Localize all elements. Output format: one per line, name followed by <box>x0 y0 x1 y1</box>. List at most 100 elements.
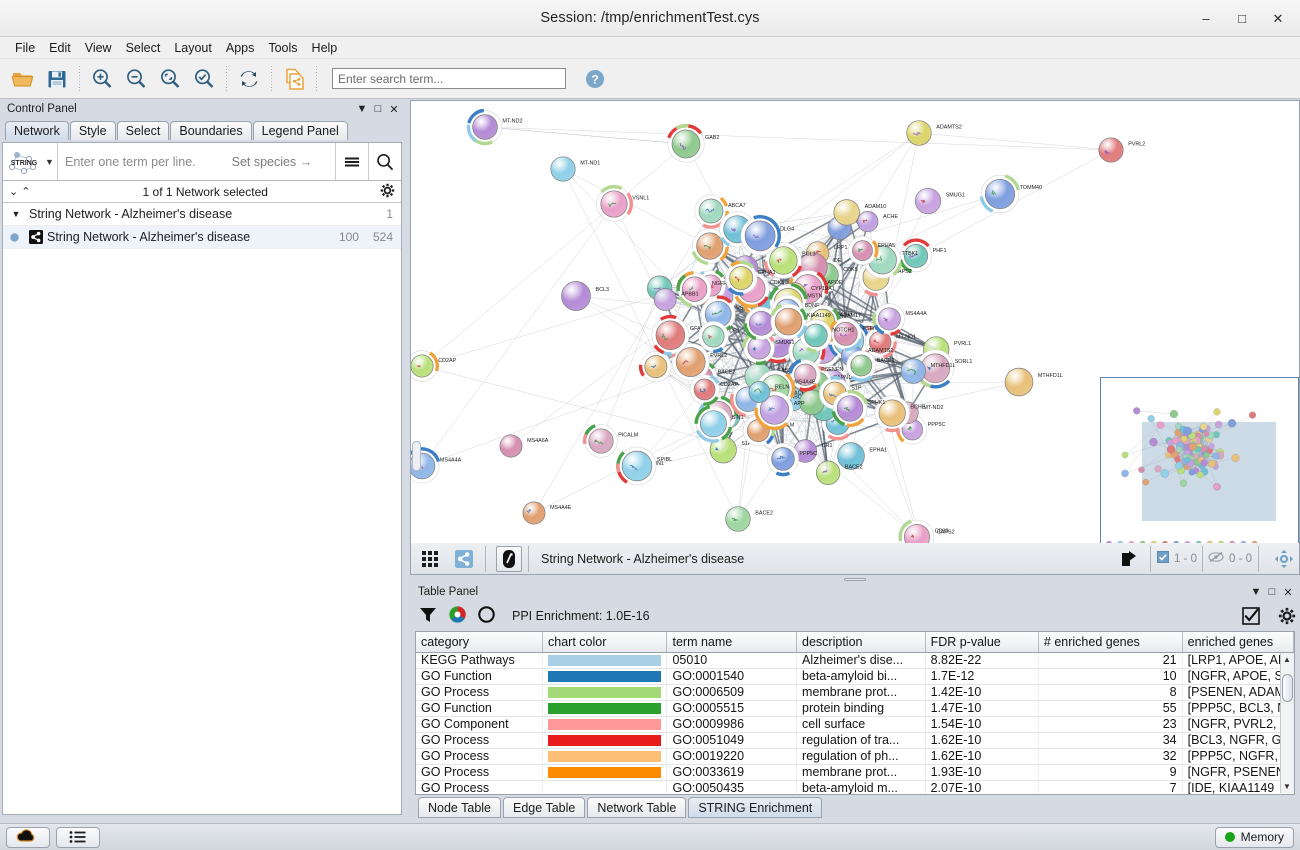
set-species-link[interactable]: Set species → <box>231 154 313 169</box>
network-node[interactable]: MTHFD1L <box>900 358 955 384</box>
refresh-icon[interactable] <box>232 63 266 95</box>
network-node[interactable]: MTHFD1L <box>1004 367 1063 397</box>
column-term-name[interactable]: term name <box>666 632 798 653</box>
network-node[interactable]: NGFR <box>676 271 727 308</box>
enrichment-table[interactable]: category chart color term name descripti… <box>415 631 1295 795</box>
cloud-icon[interactable] <box>6 826 50 848</box>
panel-splitter[interactable] <box>410 576 1300 583</box>
tab-network[interactable]: Network <box>5 121 69 140</box>
table-row[interactable]: GO Function GO:0001540 beta-amyloid bi... 1… <box>416 668 1294 685</box>
scroll-down-arrow[interactable]: ▼ <box>1283 782 1291 791</box>
network-node[interactable]: KIAA1149 <box>770 303 831 340</box>
network-node[interactable]: BIN1 <box>694 405 744 443</box>
network-node[interactable]: ABCA7 <box>694 194 746 229</box>
network-node[interactable]: MS4A4A <box>872 303 927 336</box>
open-folder-icon[interactable] <box>6 63 40 95</box>
tab-legend-panel[interactable]: Legend Panel <box>252 121 348 140</box>
network-view[interactable]: MT-ND2 MT-ND1 VSNL1 GAB2 ADAMTS2 PVRL2 TOMM40 S… <box>410 100 1300 575</box>
column-fdr-pvalue[interactable]: FDR p-value <box>925 632 1039 653</box>
checkbox-checked-icon[interactable] <box>1238 607 1264 625</box>
table-row[interactable]: GO Function GO:0005515 protein binding 1.47… <box>416 700 1294 717</box>
expander-icon[interactable]: ▼ <box>11 209 21 219</box>
network-node[interactable]: TOMM40 <box>979 174 1042 214</box>
table-row[interactable]: GO Process GO:0006509 membrane prot... 1.42… <box>416 684 1294 701</box>
network-node[interactable]: MS4A6A <box>499 434 549 458</box>
network-node[interactable]: EPHA1 <box>725 260 775 296</box>
search-input[interactable] <box>332 68 566 89</box>
column-num-enriched[interactable]: # enriched genes <box>1038 632 1183 653</box>
zoom-out-icon[interactable] <box>119 63 153 95</box>
menu-select[interactable]: Select <box>125 40 161 55</box>
chevron-down-icon[interactable]: ▼ <box>356 103 368 115</box>
table-row[interactable]: GO Process GO:0051049 regulation of tra...… <box>416 732 1294 749</box>
network-tree-root[interactable]: ▼ String Network - Alzheimer's disease 1 <box>3 203 401 226</box>
export-network-icon[interactable] <box>277 63 311 95</box>
hamburger-icon[interactable] <box>335 143 368 180</box>
column-chart-color[interactable]: chart color <box>542 632 668 653</box>
tab-style[interactable]: Style <box>69 121 116 140</box>
column-description[interactable]: description <box>796 632 926 653</box>
network-node[interactable]: SORL1 <box>915 349 973 389</box>
save-icon[interactable] <box>40 63 74 95</box>
network-node[interactable]: CR1 <box>793 439 833 463</box>
chevron-double-up-icon[interactable]: ⌃ <box>21 186 31 198</box>
network-node[interactable]: MT-ND1 <box>864 326 916 359</box>
donut-chart-icon[interactable] <box>448 605 467 627</box>
memory-button[interactable]: Memory <box>1214 826 1294 848</box>
menu-layout[interactable]: Layout <box>174 40 212 55</box>
network-node[interactable]: MT-ND2 <box>466 108 522 146</box>
help-icon[interactable]: ? <box>578 63 612 95</box>
network-view-icon[interactable] <box>449 546 479 572</box>
tab-select[interactable]: Select <box>116 121 170 140</box>
zoom-fit-icon[interactable] <box>153 63 187 95</box>
close-button[interactable]: ✕ <box>1272 10 1284 26</box>
circle-icon[interactable] <box>477 605 496 627</box>
menu-tools[interactable]: Tools <box>268 40 298 55</box>
tab-network-table[interactable]: Network Table <box>587 797 687 818</box>
network-node[interactable]: PHF1 <box>898 238 946 273</box>
maximize-button[interactable]: □ <box>1238 11 1246 26</box>
checkbox-icon[interactable] <box>1156 551 1169 566</box>
close-icon[interactable]: ✕ <box>389 103 399 116</box>
scroll-up-arrow[interactable]: ▲ <box>1283 655 1291 664</box>
annotation-icon[interactable] <box>496 545 522 572</box>
menu-view[interactable]: View <box>84 40 112 55</box>
minimize-button[interactable]: – <box>1202 11 1210 26</box>
network-node[interactable]: BCL3 <box>561 281 610 311</box>
network-node[interactable]: RELN <box>748 381 789 403</box>
close-icon[interactable]: ✕ <box>1283 586 1293 599</box>
menu-apps[interactable]: Apps <box>225 40 255 55</box>
share-export-icon[interactable] <box>1114 546 1144 572</box>
network-tree-item[interactable]: String Network - Alzheimer's disease 100… <box>3 226 401 249</box>
table-row[interactable]: GO Component GO:0009986 cell surface 1.54E-… <box>416 716 1294 733</box>
birds-eye-view[interactable] <box>1100 377 1299 574</box>
table-row[interactable]: GO Process GO:0033619 membrane prot... 1.93… <box>416 764 1294 781</box>
grid-view-icon[interactable] <box>415 546 445 572</box>
network-node[interactable]: SMUG1 <box>914 187 965 215</box>
gear-icon[interactable] <box>1274 607 1300 625</box>
chevron-double-down-icon[interactable]: ⌄ <box>9 186 19 198</box>
network-node[interactable]: PVRL2 <box>671 342 727 382</box>
network-nodes[interactable]: MT-ND2 MT-ND1 VSNL1 GAB2 ADAMTS2 PVRL2 TOMM40 S… <box>411 108 1145 555</box>
network-node[interactable]: BCHE <box>874 395 926 433</box>
network-node[interactable]: PVRL2 <box>1098 137 1145 163</box>
network-graph[interactable]: MT-ND2 MT-ND1 VSNL1 GAB2 ADAMTS2 PVRL2 TOMM40 S… <box>411 101 1299 574</box>
zoom-in-icon[interactable] <box>85 63 119 95</box>
network-node[interactable]: BCL3 <box>763 242 816 279</box>
tab-edge-table[interactable]: Edge Table <box>503 797 586 818</box>
network-node[interactable]: PSENEN <box>788 358 843 392</box>
network-node[interactable]: CD2AP <box>411 350 457 382</box>
column-enriched-genes[interactable]: enriched genes <box>1182 632 1294 653</box>
network-node[interactable]: GAB2 <box>667 124 720 163</box>
network-node[interactable]: DLG4 <box>740 215 794 256</box>
zoom-selected-icon[interactable] <box>187 63 221 95</box>
tab-string-enrichment[interactable]: STRING Enrichment <box>688 797 823 818</box>
network-node[interactable]: EPHA5 <box>847 236 895 266</box>
network-node[interactable]: PPP5C <box>767 442 817 477</box>
network-node[interactable]: SPIBL <box>616 446 672 486</box>
network-node[interactable]: NOTCH1 <box>799 319 854 353</box>
network-node[interactable]: ADAMTS2 <box>906 120 962 146</box>
network-node[interactable]: APBB1 <box>653 288 699 311</box>
table-vertical-scrollbar[interactable]: ▲ ▼ <box>1280 653 1293 793</box>
list-icon[interactable] <box>56 826 100 848</box>
